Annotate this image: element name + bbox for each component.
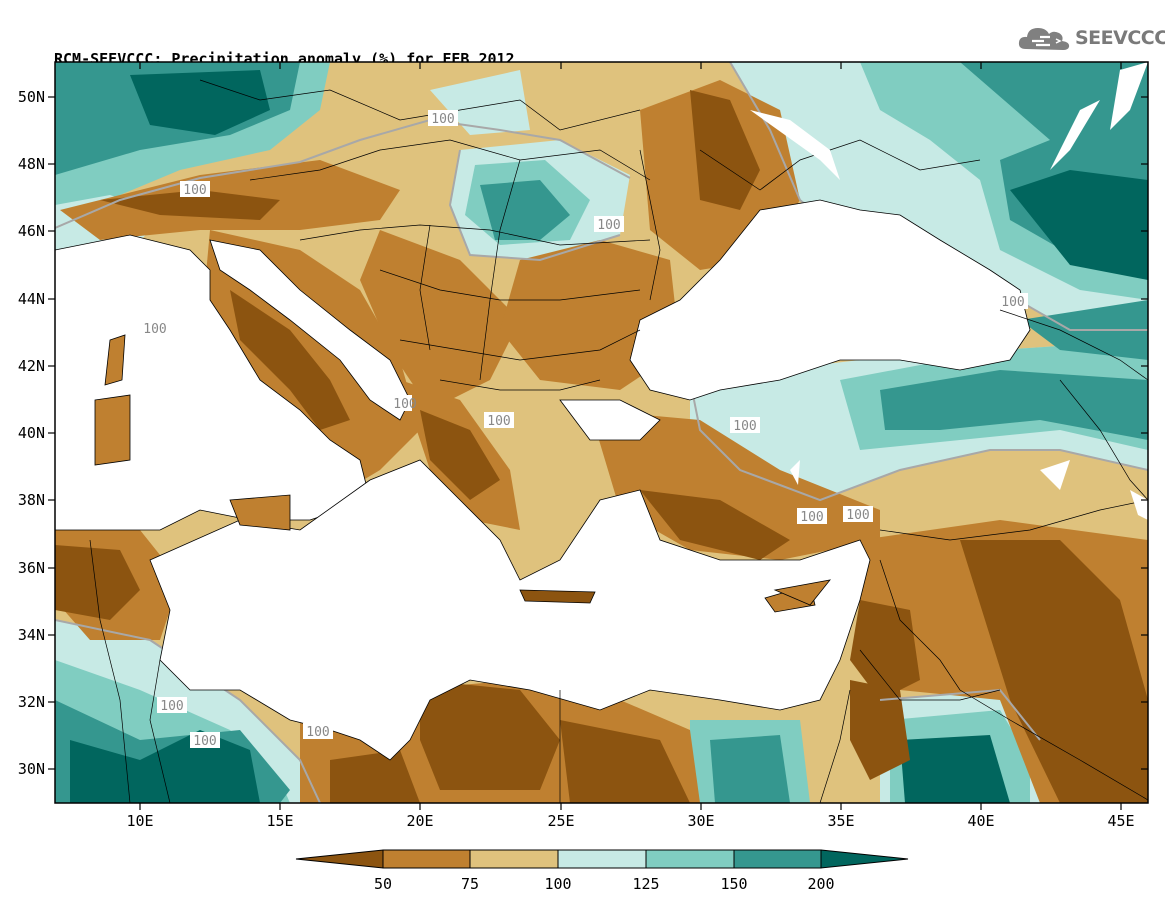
eastern-mediterranean: [149, 459, 871, 761]
colorbar: [295, 849, 909, 869]
lon-label: 30E: [687, 812, 714, 830]
black-sea: [629, 199, 1031, 401]
lon-label: 20E: [406, 812, 433, 830]
contour-label: 100: [157, 697, 187, 714]
svg-text:100: 100: [193, 734, 216, 749]
lon-label: 35E: [827, 812, 854, 830]
title-line-1: RCM-SEEVCCC: Precipitation anomaly (%) f…: [54, 50, 515, 68]
lon-label: 10E: [126, 812, 153, 830]
svg-text:100: 100: [183, 183, 206, 198]
title-line-2: Forecast start: 00Z01SEP2011: [54, 107, 307, 125]
cloud-icon: [1018, 28, 1070, 50]
map-title: RCM-SEEVCCC: Precipitation anomaly (%) f…: [54, 12, 515, 145]
western-mediterranean: [55, 234, 371, 531]
wet-regions: [55, 62, 1148, 803]
colorbar-segment: [382, 849, 471, 869]
sicily: [229, 494, 291, 531]
seevccc-logo: SEEVCCC: [1016, 20, 1165, 56]
contour-label: 100: [484, 412, 514, 429]
lat-label: 32N: [18, 693, 45, 711]
lat-label: 44N: [18, 290, 45, 308]
colorbar-tick-label: 200: [807, 875, 834, 893]
lon-label: 40E: [967, 812, 994, 830]
lon-label: 25E: [547, 812, 574, 830]
corsica: [104, 334, 126, 386]
lat-label: 36N: [18, 559, 45, 577]
svg-text:100: 100: [597, 218, 620, 233]
colorbar-segment: [557, 849, 647, 869]
colorbar-tick-label: 150: [720, 875, 747, 893]
svg-text:100: 100: [846, 508, 869, 523]
lat-label: 40N: [18, 424, 45, 442]
contour-label: 100: [594, 216, 624, 233]
svg-text:100: 100: [160, 699, 183, 714]
cyprus: [764, 584, 816, 613]
colorbar-segment: [645, 849, 735, 869]
lat-label: 46N: [18, 222, 45, 240]
svg-text:100: 100: [800, 510, 823, 525]
lon-label: 15E: [266, 812, 293, 830]
latitude-axis: 50N 48N 46N 44N 42N 40N 38N 36N 34N 32N …: [18, 88, 1148, 778]
logo-text: SEEVCCC: [1075, 27, 1165, 49]
svg-text:100: 100: [306, 725, 329, 740]
svg-text:100: 100: [1001, 295, 1024, 310]
contour-label: 100: [180, 181, 210, 198]
colorbar-tick-label: 75: [461, 875, 479, 893]
colorbar-tick-label: 50: [374, 875, 392, 893]
dry-regions: [55, 80, 1148, 803]
lat-label: 38N: [18, 491, 45, 509]
sea-areas: [55, 199, 1031, 761]
svg-text:100: 100: [733, 419, 756, 434]
colorbar-tick-label: 125: [632, 875, 659, 893]
adriatic-sea: [209, 239, 411, 421]
contour-label: 100: [998, 293, 1028, 310]
contour-label: 100: [843, 506, 873, 523]
lat-label: 48N: [18, 155, 45, 173]
colorbar-segment: [295, 849, 384, 869]
sardinia: [94, 394, 131, 466]
colorbar-segment: [820, 849, 909, 869]
colorbar-tick-label: 100: [544, 875, 571, 893]
colorbar-segment: [469, 849, 559, 869]
lat-label: 50N: [18, 88, 45, 106]
svg-text:100: 100: [393, 397, 416, 412]
longitude-axis: 10E 15E 20E 25E 30E 35E 40E 45E: [126, 62, 1135, 830]
lat-label: 30N: [18, 760, 45, 778]
svg-text:100: 100: [487, 414, 510, 429]
anomaly-field: 100 100 100 100 100 100 100 100 100 100 …: [55, 62, 1148, 803]
contour-label: 100: [393, 395, 417, 412]
contour-label: 100: [190, 732, 220, 749]
contour-label: 100: [797, 508, 827, 525]
map-frame: [54, 61, 1149, 804]
sea-of-marmara: [559, 399, 661, 441]
contour-label: 100: [143, 320, 167, 337]
colorbar-labels: 50 75 100 125 150 200: [374, 875, 835, 893]
lat-label: 42N: [18, 357, 45, 375]
lake-patches: [750, 62, 1148, 520]
contour-label-group: 100 100 100 100 100 100 100 100 100 100 …: [143, 110, 1028, 749]
svg-text:100: 100: [143, 322, 166, 337]
lon-label: 45E: [1107, 812, 1134, 830]
country-borders: [89, 79, 1148, 803]
lat-label: 34N: [18, 626, 45, 644]
contour-lines: [55, 62, 1148, 803]
colorbar-segment: [733, 849, 822, 869]
contour-label: 100: [730, 417, 760, 434]
crete: [519, 589, 596, 604]
contour-label: 100: [303, 723, 333, 740]
